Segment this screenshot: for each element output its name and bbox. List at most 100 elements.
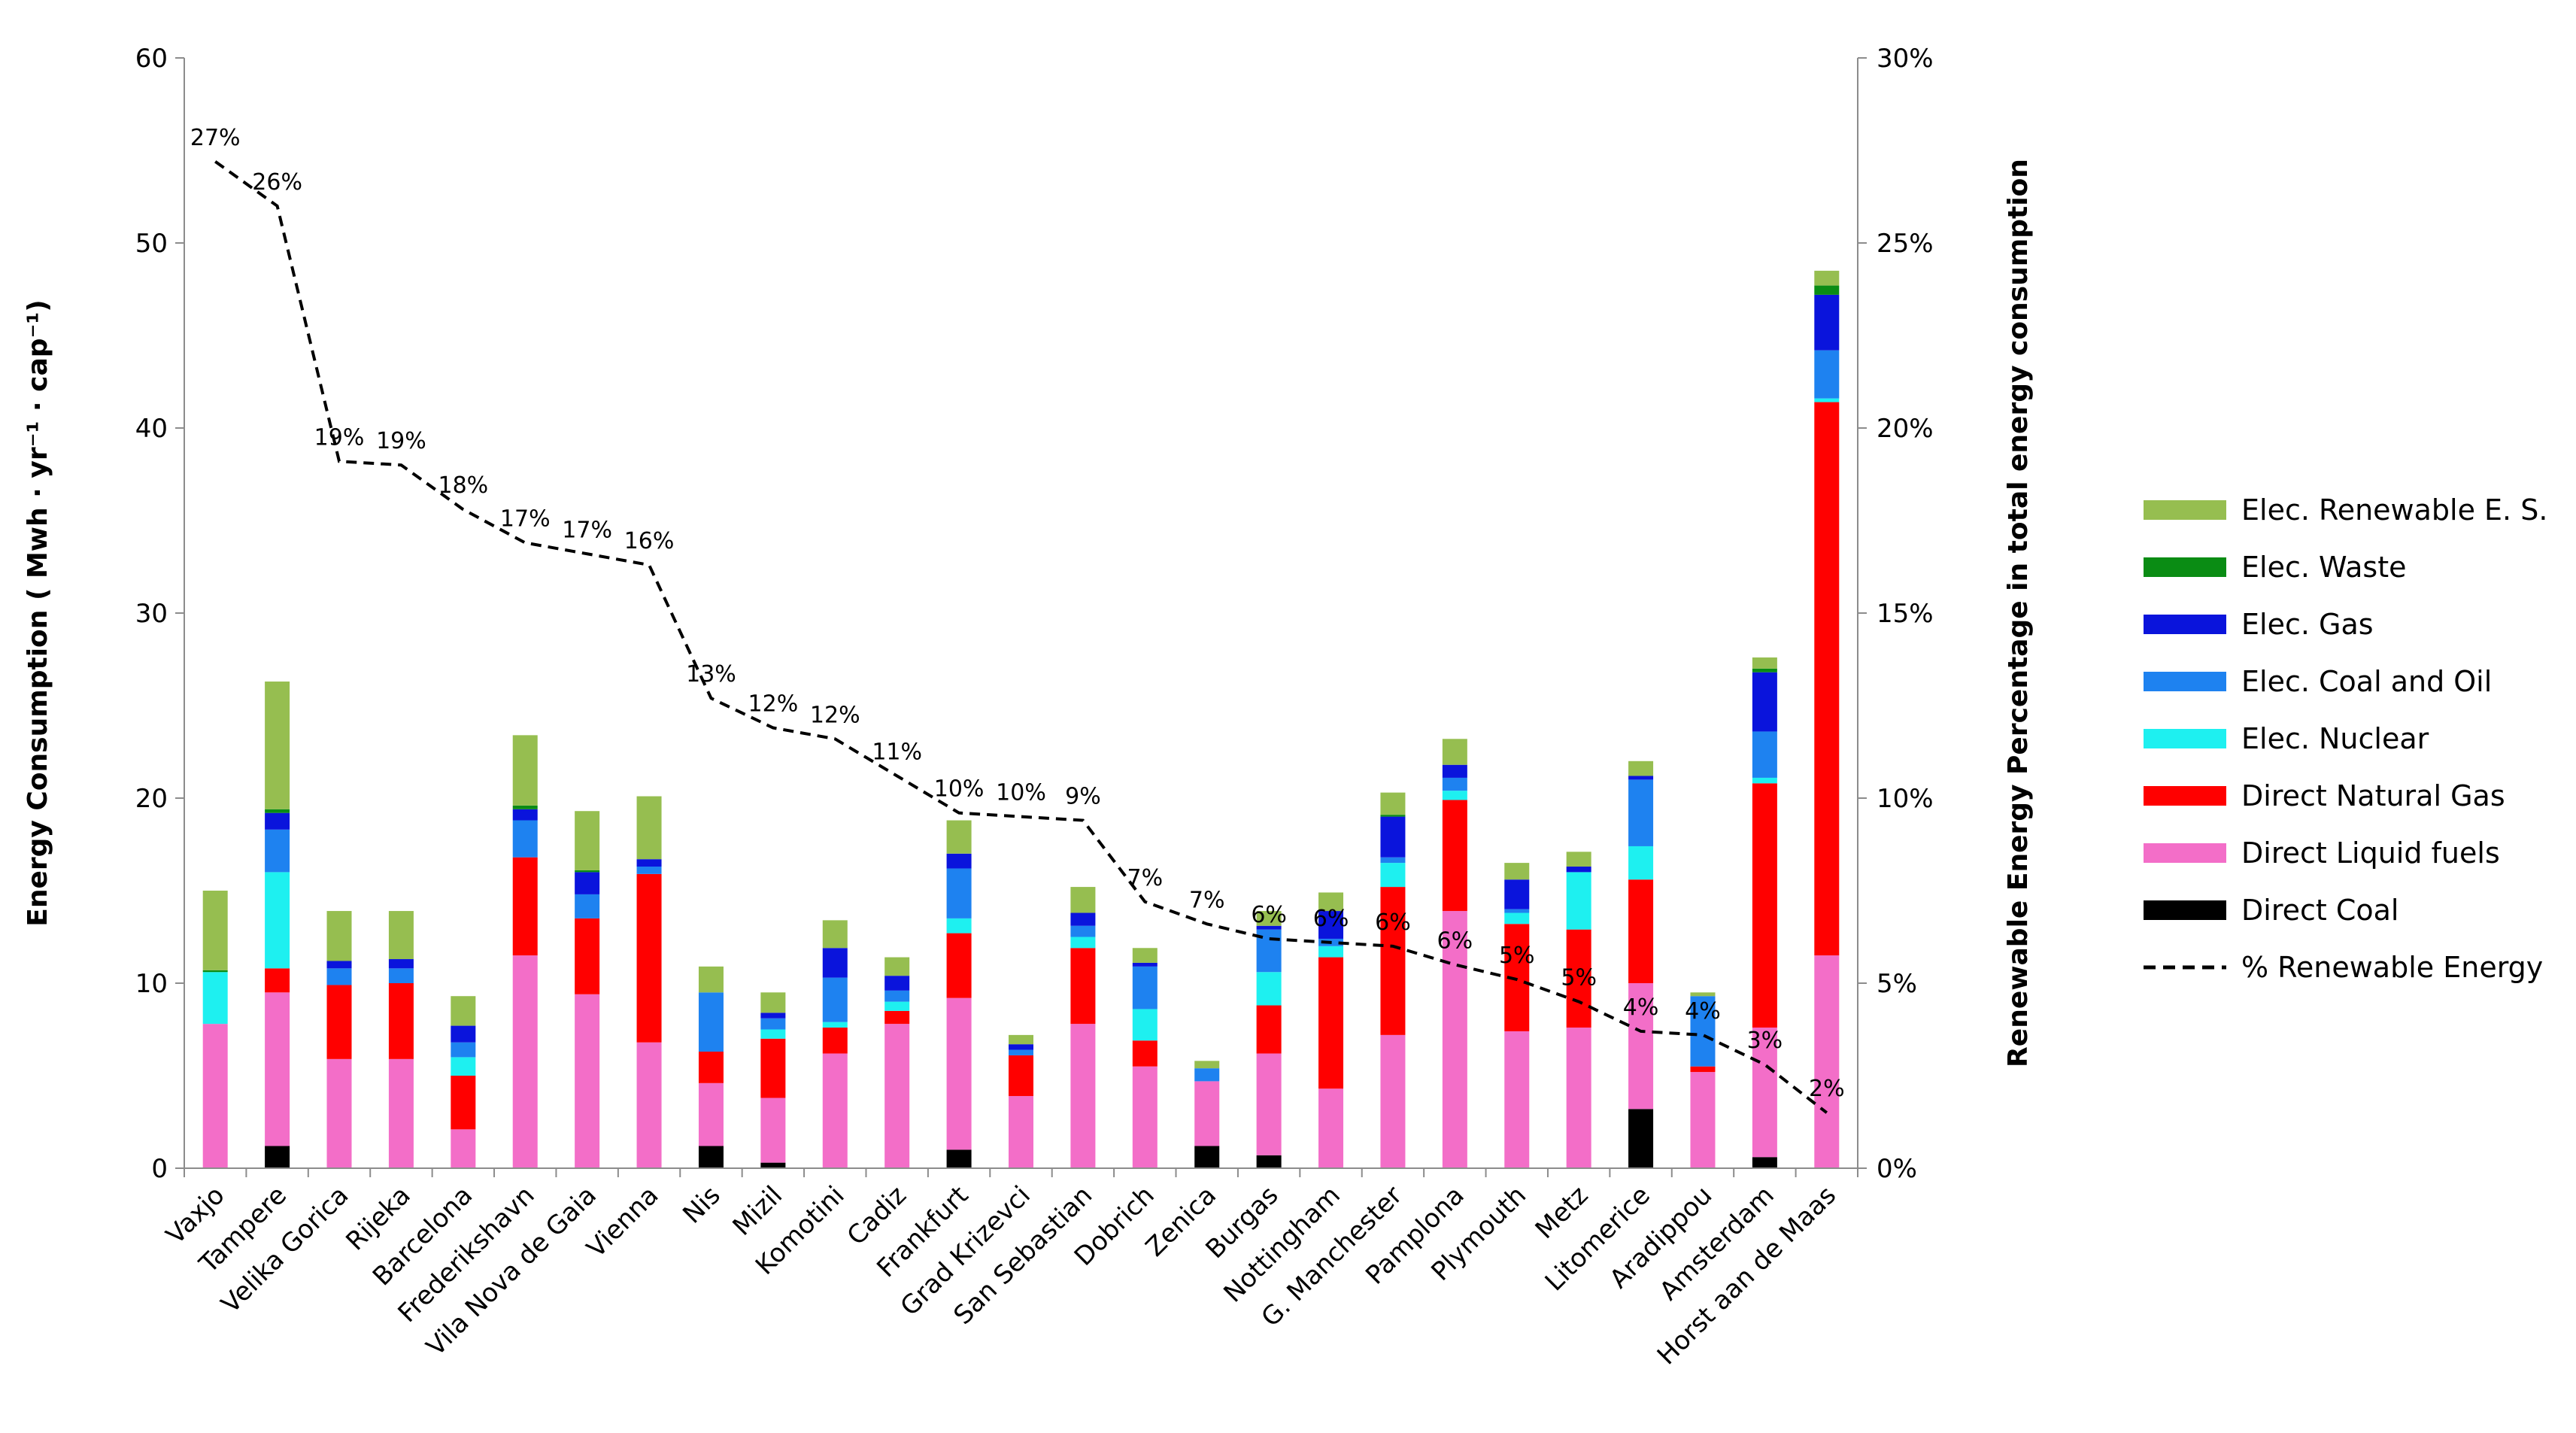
bar-cadiz-elec-gas <box>884 976 910 991</box>
bar-komotini-direct-natural-gas <box>822 1028 848 1054</box>
bar-grad-krizevci-elec-renewable-e-s <box>1009 1034 1033 1045</box>
bar-plymouth-elec-coal-and-oil <box>1504 909 1530 913</box>
bar-dobrich-elec-renewable-e-s <box>1132 948 1158 963</box>
bar-komotini-elec-renewable-e-s <box>822 920 848 949</box>
bar-vaxjo-elec-waste <box>202 970 228 973</box>
bar-frederikshavn-elec-renewable-e-s <box>512 735 538 806</box>
bar-frederikshavn-elec-coal-and-oil <box>512 820 538 858</box>
bar-frankfurt-elec-nuclear <box>946 918 972 934</box>
left-tick-label: 20 <box>135 784 168 814</box>
bar-g-manchester-elec-waste <box>1380 815 1406 817</box>
bar-tampere-elec-waste <box>265 809 290 813</box>
pct-label-vila-nova-de-gaia: 17% <box>562 517 612 543</box>
bar-vienna-direct-liquid-fuels <box>636 1042 662 1168</box>
bar-vaxjo-elec-renewable-e-s <box>202 891 228 970</box>
legend-swatch-elec-gas <box>2144 615 2226 634</box>
bar-zenica-elec-coal-and-oil <box>1194 1068 1220 1082</box>
bar-metz-direct-natural-gas <box>1566 929 1591 1028</box>
bar-dobrich-direct-natural-gas <box>1132 1040 1158 1067</box>
bar-litomerice-elec-renewable-e-s <box>1628 761 1654 776</box>
bar-nottingham-elec-renewable-e-s <box>1318 892 1344 912</box>
pct-label-amsterdam: 3% <box>1747 1028 1783 1054</box>
bars-layer <box>202 270 1840 1168</box>
legend: Elec. Renewable E. S. Elec. Waste Elec. Ga… <box>2144 493 2547 984</box>
renewable-line-layer: 27% 26% 19% 19% 18% 17% 17% 16% 13% 12% 12% 11% 10% 1… <box>190 125 1845 1114</box>
bar-komotini-elec-gas <box>822 948 848 978</box>
bar-burgas-direct-coal <box>1256 1155 1282 1168</box>
pct-label-pamplona: 6% <box>1437 928 1473 954</box>
bar-mizil-direct-liquid-fuels <box>760 1098 786 1163</box>
bar-cadiz-elec-coal-and-oil <box>884 990 910 1002</box>
bar-burgas-elec-renewable-e-s <box>1256 911 1282 926</box>
bar-g-manchester-elec-coal-and-oil <box>1380 857 1406 864</box>
bar-san-sebastian-elec-renewable-e-s <box>1070 887 1096 913</box>
bar-tampere-elec-nuclear <box>265 872 290 969</box>
bar-mizil-elec-gas <box>760 1013 786 1019</box>
bar-vila-nova-de-gaia-elec-renewable-e-s <box>575 811 600 870</box>
bar-pamplona-elec-renewable-e-s <box>1442 739 1467 765</box>
bar-plymouth-direct-liquid-fuels <box>1504 1031 1530 1168</box>
bar-zenica-direct-coal <box>1194 1146 1220 1168</box>
pct-label-litomerice: 4% <box>1623 994 1659 1021</box>
bar-san-sebastian-elec-nuclear <box>1070 937 1096 949</box>
bar-dobrich-elec-nuclear <box>1132 1009 1158 1041</box>
bar-frankfurt-elec-renewable-e-s <box>946 820 972 854</box>
pct-label-horst-aan-de-maas: 2% <box>1809 1076 1845 1102</box>
right-tick-label: 0% <box>1877 1154 1917 1184</box>
bar-amsterdam-direct-natural-gas <box>1752 783 1777 1028</box>
pct-label-grad-krizevci: 10% <box>996 780 1046 806</box>
legend-swatch-direct-liquid-fuels <box>2144 843 2226 863</box>
pct-label-g-manchester: 6% <box>1375 909 1411 936</box>
bar-rijeka-direct-natural-gas <box>388 983 414 1059</box>
bar-horst-aan-de-maas-direct-liquid-fuels <box>1814 955 1840 1168</box>
bar-barcelona-elec-coal-and-oil <box>451 1042 476 1058</box>
bar-vila-nova-de-gaia-elec-waste <box>575 870 600 873</box>
left-tick-label: 0 <box>151 1154 168 1184</box>
bar-plymouth-elec-gas <box>1504 879 1530 909</box>
bar-litomerice-direct-liquid-fuels <box>1628 983 1654 1110</box>
bar-komotini-elec-nuclear <box>822 1022 848 1028</box>
bar-mizil-elec-coal-and-oil <box>760 1018 786 1030</box>
pct-label-metz: 5% <box>1561 965 1597 991</box>
bar-pamplona-elec-coal-and-oil <box>1442 777 1467 791</box>
renewable-percentage-line <box>214 160 1828 1114</box>
pct-label-rijeka: 19% <box>376 428 426 454</box>
bar-nis-elec-renewable-e-s <box>698 966 724 993</box>
legend-swatch-elec-waste <box>2144 557 2226 577</box>
bar-grad-krizevci-elec-coal-and-oil <box>1009 1049 1033 1055</box>
bar-plymouth-elec-renewable-e-s <box>1504 863 1530 880</box>
pct-label-vienna: 16% <box>624 528 675 554</box>
bar-aradippou-elec-renewable-e-s <box>1690 992 1716 997</box>
bar-san-sebastian-elec-coal-and-oil <box>1070 925 1096 937</box>
bar-grad-krizevci-direct-liquid-fuels <box>1009 1096 1033 1168</box>
bar-pamplona-direct-natural-gas <box>1442 800 1467 912</box>
legend-label-direct-coal: Direct Coal <box>2241 894 2399 927</box>
legend-label-direct-liquid-fuels: Direct Liquid fuels <box>2241 836 2500 870</box>
bar-nis-direct-liquid-fuels <box>698 1082 724 1146</box>
bar-zenica-elec-renewable-e-s <box>1194 1061 1220 1069</box>
left-tick-label: 60 <box>135 44 168 74</box>
bar-g-manchester-elec-gas <box>1380 816 1406 858</box>
bar-cadiz-elec-renewable-e-s <box>884 957 910 976</box>
bar-mizil-elec-nuclear <box>760 1029 786 1039</box>
bar-dobrich-elec-coal-and-oil <box>1132 966 1158 1009</box>
bar-pamplona-elec-gas <box>1442 764 1467 778</box>
bar-tampere-elec-renewable-e-s <box>265 682 290 809</box>
bar-metz-elec-nuclear <box>1566 872 1591 930</box>
bar-metz-elec-gas <box>1566 867 1591 873</box>
pct-label-burgas: 6% <box>1251 902 1287 928</box>
bar-san-sebastian-direct-natural-gas <box>1070 948 1096 1025</box>
legend-label-direct-natural-gas: Direct Natural Gas <box>2241 779 2505 812</box>
left-tick-label: 10 <box>135 969 168 999</box>
left-axis-title: Energy Consumption ( Mwh · yr⁻¹ · cap⁻¹) <box>23 299 53 927</box>
legend-label-elec-nuclear: Elec. Nuclear <box>2241 722 2429 755</box>
bar-vienna-elec-coal-and-oil <box>636 867 662 874</box>
right-tick-label: 20% <box>1877 414 1934 444</box>
left-tick-label: 30 <box>135 599 168 629</box>
bar-nis-direct-coal <box>698 1146 724 1168</box>
right-tick-label: 25% <box>1877 229 1934 259</box>
legend-label-elec-waste: Elec. Waste <box>2241 551 2407 584</box>
pct-label-aradippou: 4% <box>1685 998 1721 1025</box>
pct-label-barcelona: 18% <box>438 472 488 499</box>
